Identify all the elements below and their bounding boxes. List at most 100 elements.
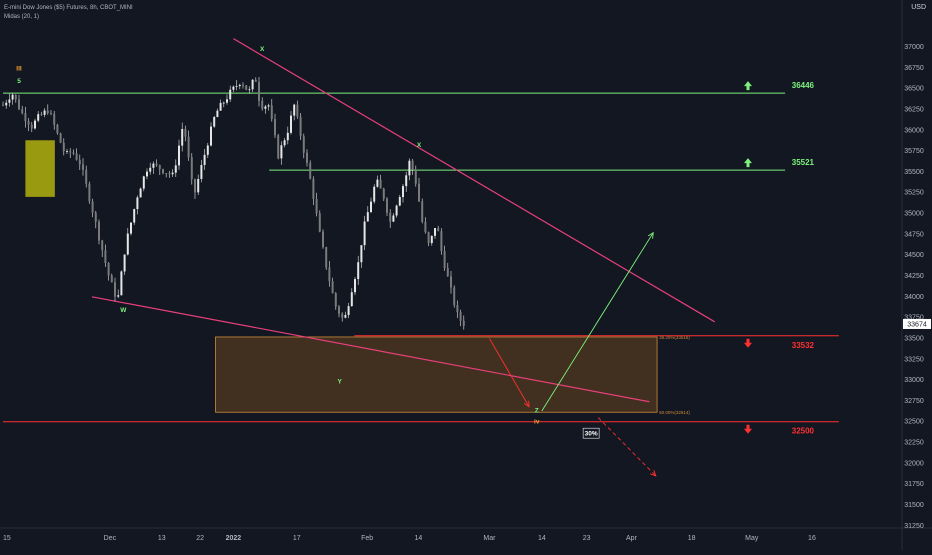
zone-bottom-label: 50.00%(32614) <box>659 410 690 415</box>
arrow-down-icon <box>744 424 752 434</box>
candle-body <box>56 124 59 134</box>
fibonacci-zone <box>215 336 658 413</box>
candle-body <box>72 152 75 154</box>
candle-body <box>261 100 264 109</box>
candle-body <box>267 105 270 107</box>
price-tick-label: 34500 <box>904 252 924 259</box>
price-tick-label: 34000 <box>904 294 924 301</box>
candle-body <box>341 313 344 318</box>
wave-label: III <box>16 65 22 72</box>
price-tick-label: 36500 <box>904 86 924 93</box>
candle-body <box>398 197 401 206</box>
arrowhead-icon <box>523 400 530 408</box>
arrowhead-icon <box>647 231 654 239</box>
zone-top-label: 38.20%(33518) <box>659 335 690 340</box>
price-tick-label: 35250 <box>904 190 924 197</box>
candle-body <box>299 116 302 137</box>
olive-highlight-box <box>25 140 55 197</box>
price-tick-label: 35750 <box>904 148 924 155</box>
arrow-down-icon <box>744 338 752 348</box>
candle-body <box>373 186 376 202</box>
candle-body <box>440 231 443 252</box>
candle-body <box>203 154 206 166</box>
candle-body <box>46 110 49 114</box>
candle-body <box>53 113 56 125</box>
candle-body <box>405 175 408 187</box>
candle-body <box>312 178 315 199</box>
candle-body <box>430 235 433 244</box>
candle-body <box>171 172 174 175</box>
candle-body <box>162 169 164 174</box>
candle-body <box>197 178 200 193</box>
candle-body <box>357 262 360 280</box>
candle-body <box>293 104 296 116</box>
candle-body <box>206 145 209 155</box>
candle-body <box>453 287 456 306</box>
candle-body <box>14 94 17 100</box>
price-tick-label: 32750 <box>904 398 924 405</box>
candle-body <box>152 163 155 168</box>
candle-body <box>120 271 123 296</box>
candle-body <box>187 136 190 158</box>
candle-body <box>379 179 382 189</box>
candle-body <box>69 151 72 153</box>
candle-body <box>427 232 430 244</box>
current-price-tag <box>903 318 931 329</box>
price-tick-label: 34250 <box>904 273 924 280</box>
level-value-label: 33532 <box>792 341 815 350</box>
candle-body <box>392 215 395 222</box>
candle-body <box>136 197 139 210</box>
time-tick-label: 15 <box>3 535 11 542</box>
wave-label: 5 <box>17 78 21 85</box>
candle-body <box>37 114 40 121</box>
candle-body <box>142 176 145 189</box>
candle-body <box>338 306 340 314</box>
candle-body <box>210 126 212 146</box>
candle-body <box>130 222 132 234</box>
candle-body <box>258 81 260 101</box>
time-tick-label: 2022 <box>226 535 242 542</box>
symbol-title: E-mini Dow Jones ($5) Futures, 8h, CBOT_… <box>4 5 133 11</box>
chart-legend: E-mini Dow Jones ($5) Futures, 8h, CBOT_… <box>4 4 133 22</box>
candle-body <box>181 129 184 146</box>
candle-body <box>133 209 136 223</box>
candle-body <box>370 201 372 213</box>
price-tick-label: 31250 <box>904 523 924 530</box>
candle-body <box>328 267 331 282</box>
price-tick-label: 35000 <box>904 211 924 218</box>
candle-body <box>66 151 68 152</box>
candle-body <box>325 247 328 268</box>
time-tick-label: 13 <box>158 535 166 542</box>
candle-body <box>315 198 318 214</box>
candle-body <box>30 124 33 129</box>
time-tick-label: 14 <box>414 535 422 542</box>
candle-body <box>424 221 427 233</box>
candle-body <box>386 198 388 213</box>
price-tick-label: 33000 <box>904 377 924 384</box>
candle-body <box>226 99 228 103</box>
price-tick-label: 32000 <box>904 460 924 467</box>
candle-body <box>286 132 289 141</box>
currency-label[interactable]: USD <box>911 4 926 11</box>
candle-body <box>232 86 235 90</box>
candle-body <box>283 140 286 146</box>
candle-body <box>184 129 187 137</box>
candle-body <box>443 251 446 269</box>
price-tick-label: 31500 <box>904 502 924 509</box>
candle-body <box>216 110 219 118</box>
wave-label: Z <box>535 408 539 415</box>
candle-body <box>24 113 27 122</box>
indicator-label: Midas (20, 1) <box>4 14 40 20</box>
candle-body <box>88 183 91 202</box>
candle-body <box>107 263 110 276</box>
current-price-value: 33674 <box>907 321 927 328</box>
candle-body <box>421 201 424 222</box>
projection-arrow <box>597 417 657 477</box>
level-value-label: 32500 <box>792 427 815 436</box>
candle-body <box>302 136 305 153</box>
candle-body <box>78 159 81 165</box>
candle-body <box>248 89 251 91</box>
price-tick-label: 31750 <box>904 481 924 488</box>
